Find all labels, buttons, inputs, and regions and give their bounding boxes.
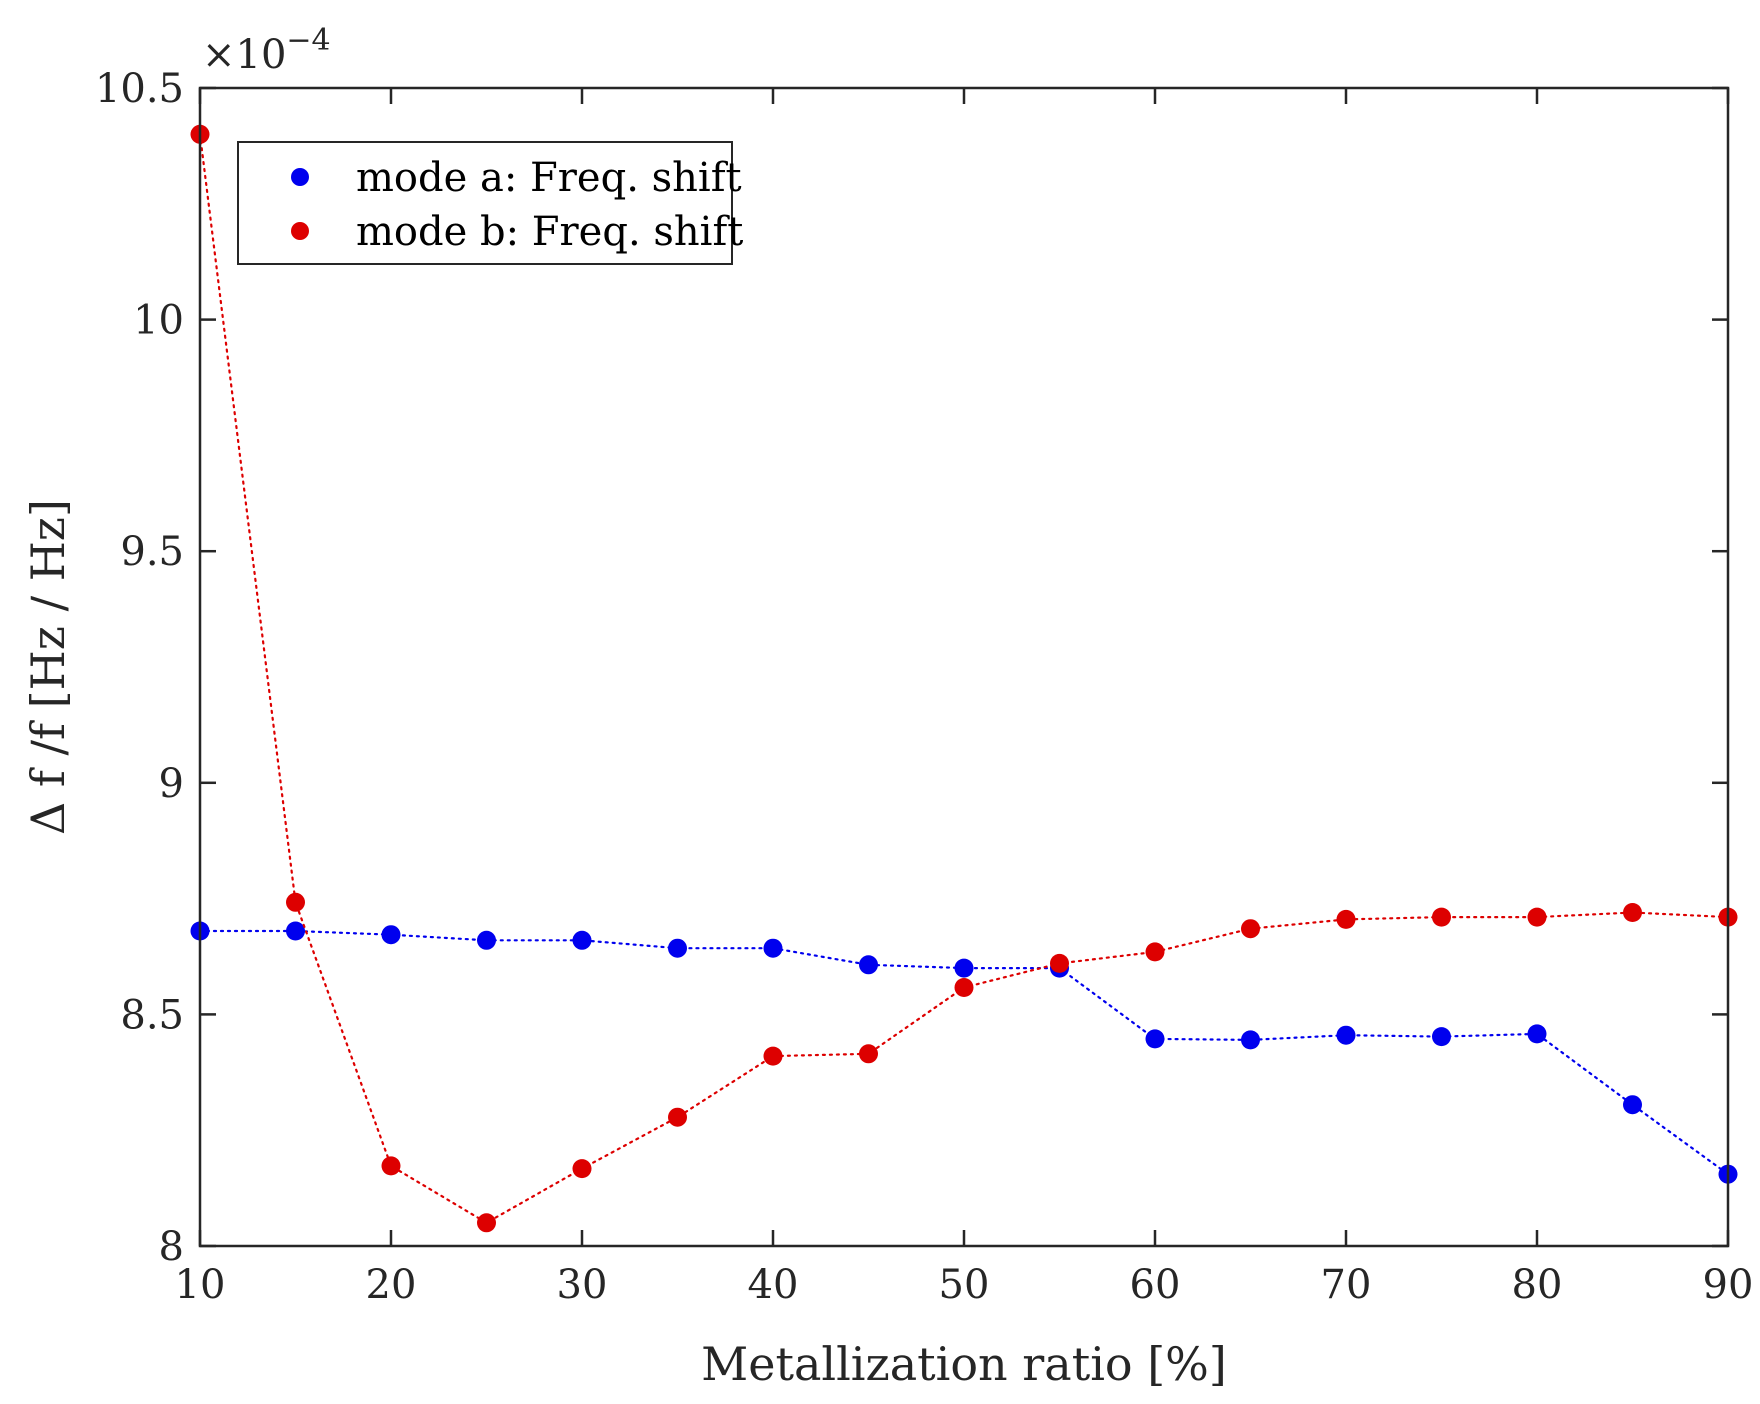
data-point-mode-a — [954, 958, 974, 978]
x-tick-label: 70 — [1321, 1262, 1372, 1308]
data-point-mode-b — [1336, 909, 1356, 929]
y-multiplier-base: ×10 — [202, 32, 286, 78]
data-point-mode-a — [763, 938, 783, 958]
x-tick-label: 10 — [175, 1262, 226, 1308]
data-point-mode-b — [1527, 907, 1547, 927]
legend-marker-mode-b — [291, 222, 309, 240]
data-point-mode-a — [381, 925, 401, 945]
series-mode-b — [190, 124, 1738, 1233]
legend-label-mode-a: mode a: Freq. shift — [356, 155, 742, 201]
y-multiplier-exponent: −4 — [286, 23, 330, 58]
y-axis-label: Δ f /f [Hz / Hz] — [21, 499, 75, 835]
data-point-mode-a — [572, 930, 592, 950]
x-tick-label: 90 — [1703, 1262, 1754, 1308]
legend-box — [237, 141, 733, 265]
ticks-layer: 10 20 30 40 50 60 70 80 90 8 8.5 9 9.5 10 10.5 — [95, 66, 1754, 1308]
x-tick-label: 60 — [1130, 1262, 1181, 1308]
data-point-mode-a — [286, 921, 305, 941]
legend: mode a: Freq. shift mode b: Freq. shift — [237, 141, 743, 265]
data-point-mode-b — [763, 1046, 783, 1066]
data-point-mode-a — [477, 930, 496, 950]
y-tick-label: 8.5 — [120, 992, 184, 1038]
data-point-mode-a — [1527, 1024, 1547, 1044]
y-multiplier: ×10−4 — [202, 23, 331, 78]
series-mode-a — [190, 921, 1738, 1184]
data-point-mode-a — [859, 955, 878, 975]
x-tick-label: 20 — [366, 1262, 417, 1308]
data-point-mode-a — [1623, 1095, 1642, 1115]
data-point-mode-b — [572, 1159, 592, 1179]
series-layer — [190, 124, 1738, 1233]
x-tick-label: 50 — [939, 1262, 990, 1308]
y-tick-label: 10 — [133, 298, 184, 344]
y-tick-label: 8 — [159, 1224, 184, 1270]
data-point-mode-b — [1145, 942, 1165, 962]
data-point-mode-b — [668, 1107, 687, 1127]
data-point-mode-a — [1241, 1030, 1260, 1050]
data-point-mode-a — [1336, 1025, 1356, 1045]
x-tick-label: 40 — [748, 1262, 799, 1308]
data-point-mode-a — [1432, 1027, 1451, 1047]
x-tick-label: 30 — [557, 1262, 608, 1308]
data-point-mode-b — [954, 978, 974, 997]
data-point-mode-a — [668, 938, 687, 958]
legend-label-mode-b: mode b: Freq. shift — [356, 209, 743, 255]
data-point-mode-b — [1432, 907, 1451, 927]
y-tick-label: 9.5 — [120, 529, 184, 575]
data-point-mode-a — [1145, 1029, 1165, 1049]
plot-area — [200, 88, 1728, 1246]
legend-marker-mode-a — [291, 168, 309, 186]
x-tick-label: 80 — [1512, 1262, 1563, 1308]
data-point-mode-b — [1623, 903, 1642, 922]
data-point-mode-b — [477, 1213, 496, 1233]
data-point-mode-b — [1050, 953, 1069, 973]
data-point-mode-b — [1241, 919, 1260, 939]
y-tick-label: 10.5 — [95, 66, 184, 112]
data-point-mode-b — [381, 1156, 401, 1176]
x-axis-label: Metallization ratio [%] — [701, 1337, 1227, 1391]
data-point-mode-b — [286, 892, 305, 912]
y-tick-label: 9 — [159, 761, 184, 807]
data-point-mode-b — [859, 1044, 878, 1064]
